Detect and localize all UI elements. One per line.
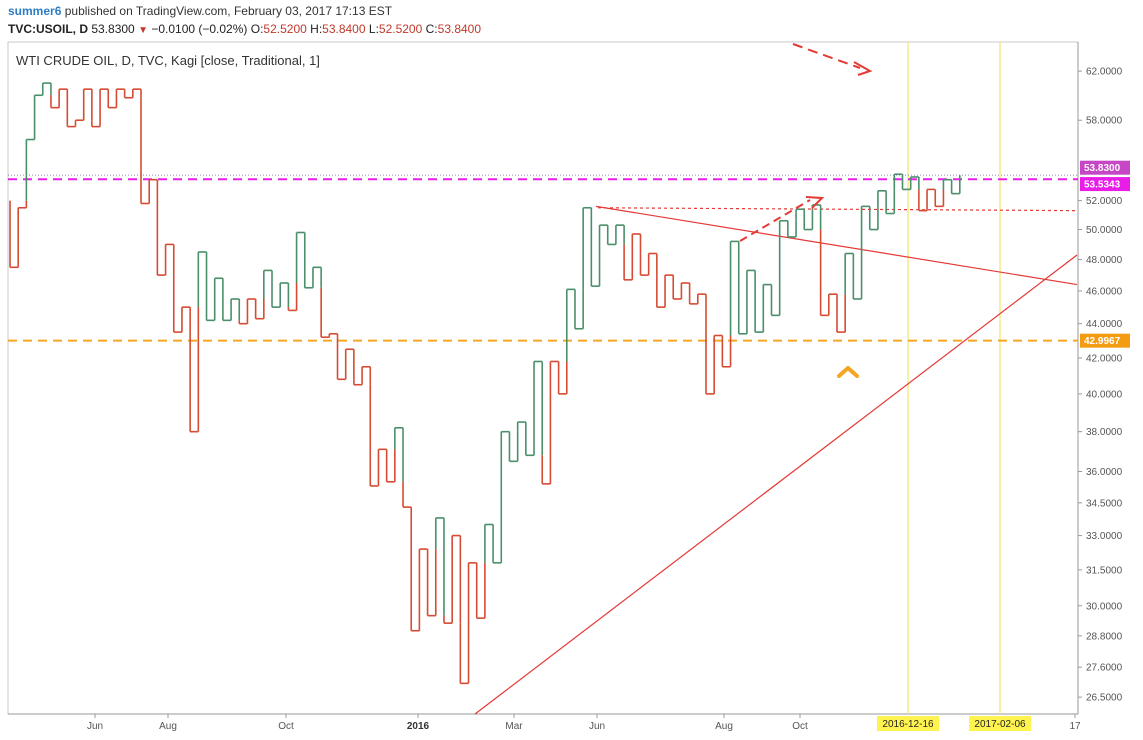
kagi-series (9, 82, 961, 685)
price-tick-label: 40.0000 (1086, 389, 1123, 400)
orange-level-badge-bg (1080, 333, 1130, 348)
open-value: 52.5200 (263, 22, 307, 36)
price-tick-label: 44.0000 (1086, 319, 1123, 330)
price-tick-label: 38.0000 (1086, 427, 1123, 438)
close-value: 53.8400 (437, 22, 482, 36)
price-tick-label: 50.0000 (1086, 225, 1123, 236)
down-triangle-icon: ▼ (138, 25, 148, 36)
chart-title: WTI CRUDE OIL, D, TVC, Kagi [close, Trad… (16, 53, 320, 68)
time-tick-label: Aug (715, 721, 733, 732)
annotations (739, 43, 873, 378)
trendline (597, 207, 1078, 212)
ohlc-line: TVC:USOIL, D 53.8300 ▼ −0.0100 (−0.02%) … (8, 22, 481, 36)
price-tick-label: 30.0000 (1086, 601, 1123, 612)
price-axis-ticks: 62.0000 58.0000 52.0000 50.0000 48.0000 46.00… (1078, 67, 1123, 704)
time-tick-label: Jun (87, 721, 103, 732)
date-badge-bg (877, 716, 939, 731)
trendlines (474, 205, 1078, 715)
date-badges: 2016-12-16 2017-02-06 (877, 716, 1031, 731)
kagi-chart[interactable]: WTI CRUDE OIL, D, TVC, Kagi [close, Trad… (0, 40, 1143, 740)
orange-level-badge: 42.9967 (1084, 336, 1121, 347)
high-value: 53.8400 (322, 22, 366, 36)
trendline (474, 254, 1078, 715)
high-label: H: (310, 22, 323, 36)
dashed-arrow-line-middle (739, 199, 811, 242)
horizontal-levels (8, 174, 1078, 342)
date-badge-bg (969, 716, 1031, 731)
time-tick-label: Oct (792, 721, 808, 732)
price-tick-label: 48.0000 (1086, 255, 1123, 266)
price-tick-label: 33.0000 (1086, 531, 1123, 542)
price-tick-label: 27.6000 (1086, 663, 1123, 674)
caret-up-icon (837, 366, 859, 378)
last-price: 53.8300 (91, 22, 135, 36)
date-badge: 2017-02-06 (974, 719, 1026, 730)
open-label: O: (250, 22, 264, 36)
last-price-badge: 53.8300 (1084, 163, 1121, 174)
magenta-level-badge: 53.5343 (1084, 180, 1121, 191)
dashed-arrow-line-top (792, 43, 861, 69)
price-badges: 53.8300 53.5343 42.9967 (1080, 160, 1130, 348)
published-text: published on TradingView.com, February 0… (64, 4, 393, 18)
time-tick-label: Aug (159, 721, 177, 732)
low-label: L: (368, 22, 379, 36)
author-link[interactable]: summer6 (8, 4, 62, 18)
last-price-badge-bg (1080, 160, 1130, 175)
price-tick-label: 42.0000 (1086, 353, 1123, 364)
price-tick-label: 31.5000 (1086, 565, 1123, 576)
time-tick-label: Jun (589, 721, 605, 732)
price-tick-label: 52.0000 (1086, 196, 1123, 207)
magenta-level-badge-bg (1080, 177, 1130, 192)
time-tick-label: Mar (505, 721, 523, 732)
publish-line: summer6 published on TradingView.com, Fe… (8, 4, 392, 18)
price-tick-label: 34.5000 (1086, 498, 1123, 509)
price-tick-label: 26.5000 (1086, 693, 1123, 704)
close-label: C: (425, 22, 438, 36)
low-value: 52.5200 (378, 22, 423, 36)
arrow-head-top-icon (853, 61, 873, 76)
trendline (595, 205, 1078, 286)
time-tick-label: 17 (1069, 721, 1081, 732)
chart-header: summer6 published on TradingView.com, Fe… (0, 0, 1143, 42)
arrow-head-middle-icon (805, 196, 825, 209)
date-badge: 2016-12-16 (882, 719, 934, 730)
time-tick-label: 2016 (407, 721, 430, 732)
time-tick-label: Oct (278, 721, 294, 732)
price-tick-label: 36.0000 (1086, 467, 1123, 478)
price-tick-label: 46.0000 (1086, 286, 1123, 297)
price-tick-label: 62.0000 (1086, 67, 1123, 78)
price-change: −0.0100 (−0.02%) (151, 22, 248, 36)
date-marker-lines (907, 42, 1001, 714)
symbol-label: TVC:USOIL, D (8, 22, 88, 36)
time-axis-labels: Jun Aug Oct 2016 Mar Jun Aug Oct 17 (87, 714, 1081, 732)
price-tick-label: 28.8000 (1086, 631, 1123, 642)
price-tick-label: 58.0000 (1086, 116, 1123, 127)
